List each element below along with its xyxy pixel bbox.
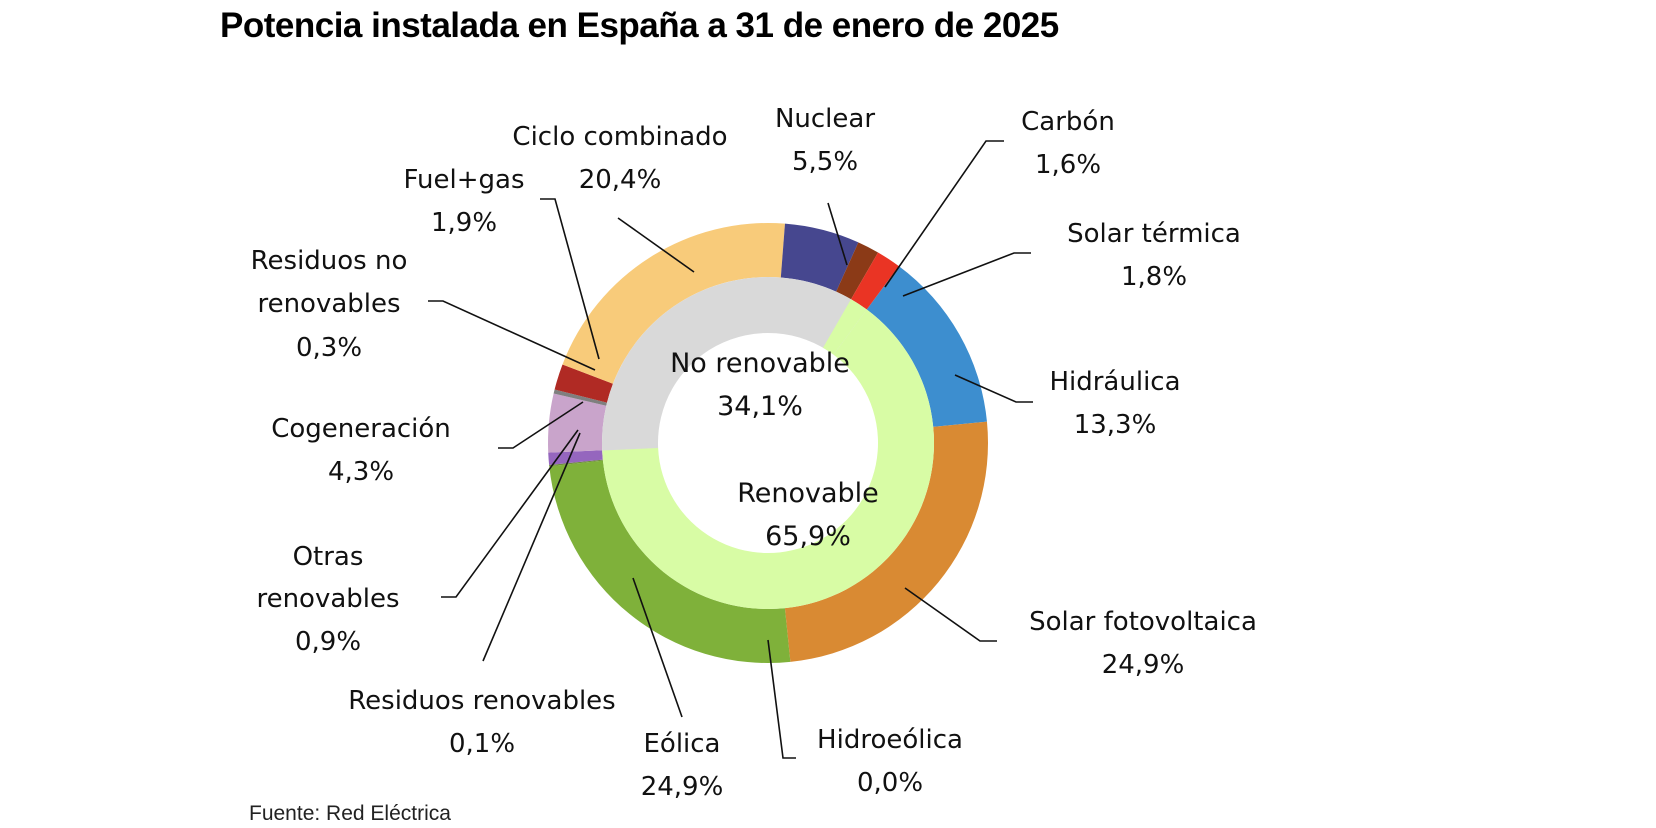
label-name-cogeneracion: Cogeneración [271,414,451,444]
leader-hidroeolica [767,639,796,759]
inner-ring [602,276,934,609]
label-name-residuos-renovables: Residuos renovables [348,686,615,716]
segment-no-renovable [602,276,867,451]
label-value-fuel-gas: 1,9% [431,208,497,238]
segment-cogeneracion [548,393,607,453]
segment-fuel-gas [554,364,613,403]
label-name-solar-fotovoltaica: Solar fotovoltaica [1029,607,1257,637]
label-name-fuel-gas: Fuel+gas [404,165,525,195]
label-name-hidroeolica: Hidroeólica [817,725,963,755]
label-name-ciclo-combinado: Ciclo combinado [512,122,727,152]
inner-label-value-no-renovable: 34,1% [717,391,803,422]
segment-solar-termica [851,252,899,310]
segment-renovable [602,309,934,609]
label-residuos-no-renovables: Residuos no renovables 0,3% [251,246,408,363]
segment-carbon [836,242,879,300]
leader-nuclear [827,202,848,266]
label-value-residuos-no-renovables: 0,3% [296,333,362,363]
inner-label-name-renovable: Renovable [737,478,879,509]
label-solar-fotovoltaica: Solar fotovoltaica 24,9% [1029,607,1257,680]
label-name-residuos-no-renovables: renovables [257,289,400,319]
label-value-carbon: 1,6% [1035,150,1101,180]
label-value-ciclo-combinado: 20,4% [579,165,662,195]
label-value-residuos-renovables: 0,1% [449,729,515,759]
source-note: Fuente: Red Eléctrica [249,802,451,825]
label-hidraulica: Hidráulica 13,3% [1049,367,1180,440]
label-name-eolica: Eólica [643,729,720,759]
leader-residuos-no-renovables [428,300,596,371]
label-nuclear: Nuclear 5,5% [775,104,875,177]
label-otras-renovables: Otras renovables 0,9% [256,542,399,657]
label-value-cogeneracion: 4,3% [328,457,394,487]
leader-fuel-gas [540,198,600,360]
leader-carbon [884,140,1004,288]
segment-eolica [549,460,791,663]
segment-solar-fotovoltaica [784,421,988,662]
label-name-otras-renovables: Otras [293,542,364,572]
label-carbon: Carbón 1,6% [1021,107,1115,180]
label-solar-termica: Solar térmica 1,8% [1067,219,1241,292]
leader-ciclo-combinado [617,217,695,273]
label-name-carbon: Carbón [1021,107,1115,137]
segment-renovable-solar-termica [823,299,867,355]
leader-otras-renovables [441,429,579,598]
label-name-residuos-no-renovables: Residuos no [251,246,408,276]
label-name-solar-termica: Solar térmica [1067,219,1241,249]
inner-ring-labels: No renovable 34,1% Renovable 65,9% [670,348,879,552]
leader-solar-termica [902,252,1031,297]
label-value-eolica: 24,9% [641,772,724,802]
segment-ciclo-combinado [562,223,785,384]
inner-label-name-no-renovable: No renovable [670,348,850,379]
inner-label-value-renovable: 65,9% [765,521,851,552]
label-cogeneracion: Cogeneración 4,3% [271,414,451,487]
leader-lines [428,140,1033,759]
label-name-nuclear: Nuclear [775,104,875,134]
segment-residuos-no-renovables [553,389,607,406]
segment-labels: Hidráulica 13,3% Solar fotovoltaica 24,9% Hi… [251,104,1257,802]
label-value-solar-termica: 1,8% [1121,262,1187,292]
outer-ring [548,223,988,663]
label-fuel-gas: Fuel+gas 1,9% [404,165,525,238]
segment-residuos-renovables [549,459,603,467]
label-value-otras-renovables: 0,9% [295,627,361,657]
leader-eolica [632,577,683,718]
label-value-hidroeolica: 0,0% [857,768,923,798]
label-hidroeolica: Hidroeólica 0,0% [817,725,963,798]
leader-residuos-renovables [482,432,581,662]
leader-hidraulica [954,374,1033,403]
label-value-hidraulica: 13,3% [1074,410,1157,440]
segment-otras-renovables [548,450,603,466]
label-residuos-renovables: Residuos renovables 0,1% [348,686,615,759]
leader-solar-fotovoltaica [904,587,997,642]
label-name-otras-renovables: renovables [256,584,399,614]
segment-hidraulica [866,266,987,427]
label-name-hidraulica: Hidráulica [1049,367,1180,397]
leader-cogeneracion [498,401,584,449]
label-ciclo-combinado: Ciclo combinado 20,4% [512,122,727,195]
label-eolica: Eólica 24,9% [641,729,724,802]
chart-title: Potencia instalada en España a 31 de ene… [220,6,1059,45]
label-value-solar-fotovoltaica: 24,9% [1102,650,1185,680]
label-value-nuclear: 5,5% [792,147,858,177]
